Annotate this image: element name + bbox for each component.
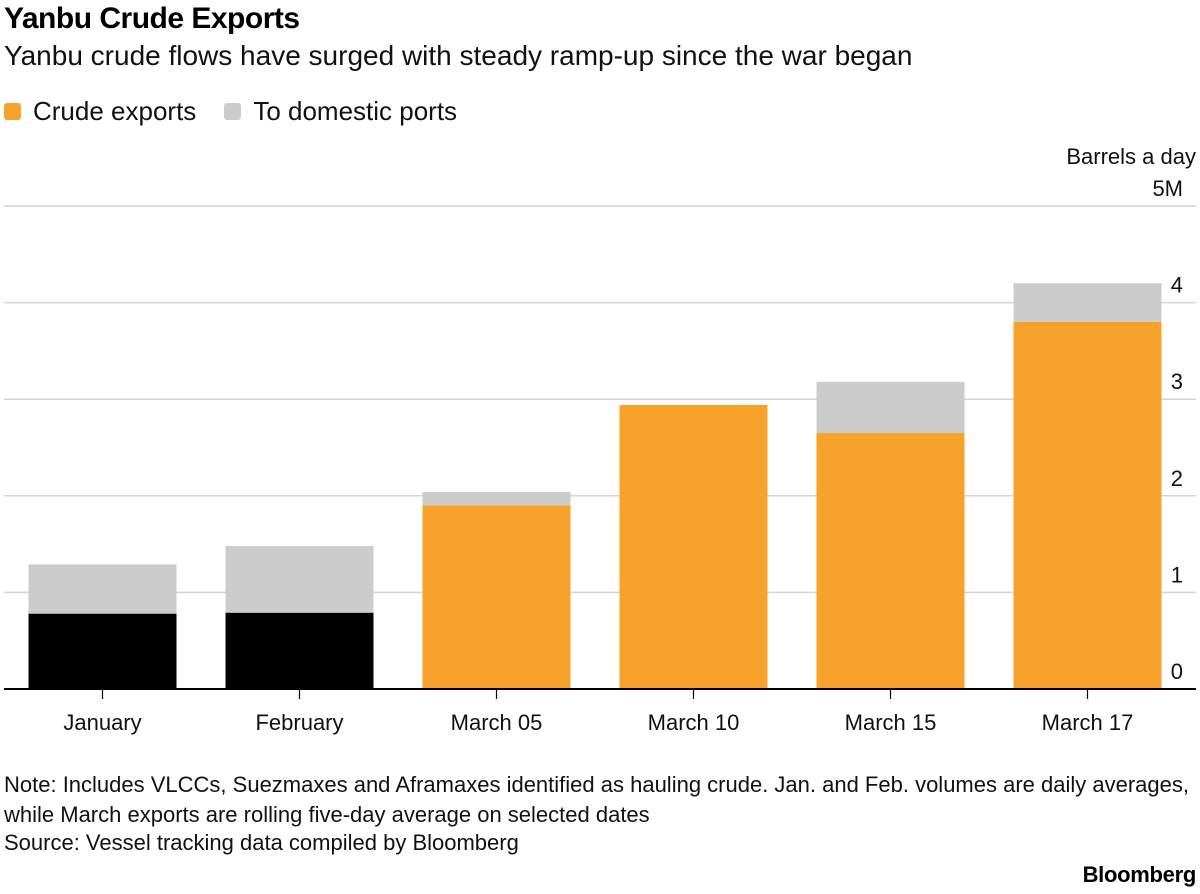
bloomberg-logo: Bloomberg xyxy=(1082,862,1197,887)
x-tick-label-5: March 17 xyxy=(1042,710,1134,735)
x-tick-label-3: March 10 xyxy=(648,710,740,735)
chart-source: Source: Vessel tracking data compiled by… xyxy=(4,830,519,855)
bar-crude-exports-4 xyxy=(816,433,965,689)
y-tick-label-3: 3 xyxy=(1171,369,1183,394)
chart-note: Note: Includes VLCCs, Suezmaxes and Afra… xyxy=(4,772,1189,827)
bar-domestic-ports-0 xyxy=(28,564,177,614)
x-tick-label-2: March 05 xyxy=(451,710,543,735)
legend: Crude exports To domestic ports xyxy=(4,96,485,127)
y-tick-label-5: 5M xyxy=(1152,176,1183,201)
y-tick-label-0: 0 xyxy=(1171,659,1183,684)
y-tick-label-1: 1 xyxy=(1171,562,1183,587)
bar-crude-exports-0 xyxy=(28,613,177,689)
chart-subtitle: Yanbu crude flows have surged with stead… xyxy=(4,40,913,71)
legend-item-domestic-ports: To domestic ports xyxy=(224,96,457,127)
x-tick-label-4: March 15 xyxy=(845,710,937,735)
legend-item-crude-exports: Crude exports xyxy=(4,96,196,127)
bar-domestic-ports-2 xyxy=(422,491,571,506)
bar-crude-exports-1 xyxy=(225,612,374,689)
x-tick-label-1: February xyxy=(255,710,343,735)
legend-swatch-domestic-ports xyxy=(224,103,242,120)
bar-domestic-ports-4 xyxy=(816,381,965,434)
y-tick-label-4: 4 xyxy=(1171,273,1183,298)
legend-swatch-crude-exports xyxy=(4,103,21,120)
legend-label-crude-exports: Crude exports xyxy=(33,96,197,126)
bar-domestic-ports-1 xyxy=(225,546,374,613)
chart-title: Yanbu Crude Exports xyxy=(4,2,300,35)
bar-domestic-ports-5 xyxy=(1013,283,1162,322)
y-axis-unit-label: Barrels a day xyxy=(1066,144,1196,169)
x-tick-label-0: January xyxy=(63,710,141,735)
legend-label-domestic-ports: To domestic ports xyxy=(253,96,458,126)
bar-crude-exports-3 xyxy=(619,404,768,689)
bar-crude-exports-2 xyxy=(422,505,571,689)
bar-crude-exports-5 xyxy=(1013,321,1162,689)
y-tick-label-2: 2 xyxy=(1171,466,1183,491)
